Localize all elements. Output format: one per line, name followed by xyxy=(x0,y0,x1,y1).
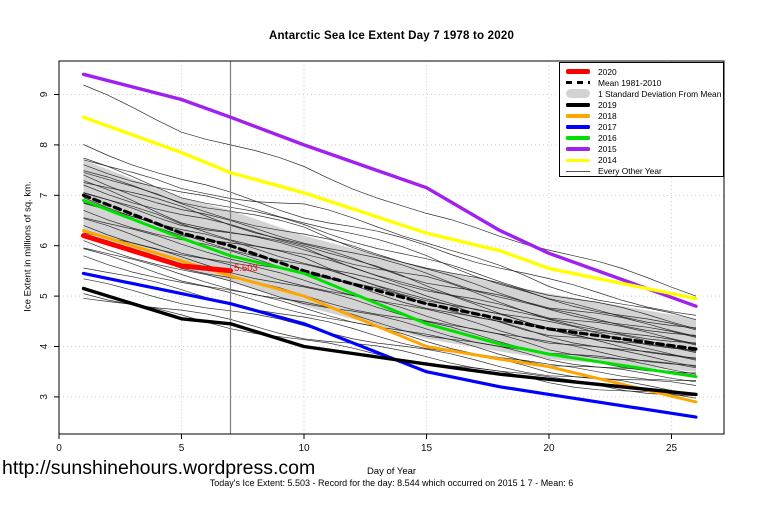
legend-item-label: 2014 xyxy=(598,155,617,166)
series-line-2019 xyxy=(81,286,698,397)
every-other-year-line xyxy=(83,144,697,316)
series-line-2014 xyxy=(81,115,698,301)
legend-item-label: Mean 1981-2010 xyxy=(598,77,662,88)
every-other-year-line xyxy=(83,233,697,375)
legend-item: 2020 xyxy=(566,66,723,77)
legend-item-label: 2018 xyxy=(598,110,617,121)
legend-swatch-1-standard-deviation-from-mean xyxy=(566,89,590,99)
every-other-year-line xyxy=(83,164,697,329)
y-tick-label: 9 xyxy=(39,91,50,97)
legend-item-label: 2017 xyxy=(598,122,617,133)
every-other-year-line xyxy=(83,159,697,321)
every-other-year-line xyxy=(83,174,697,336)
every-other-year-line xyxy=(83,182,697,338)
every-other-year-line xyxy=(83,84,697,297)
source-url-text: http://sunshinehours.wordpress.com xyxy=(2,457,316,479)
legend-item: 2018 xyxy=(566,110,723,121)
every-other-year-line xyxy=(83,192,697,352)
legend-item: Every Other Year xyxy=(566,166,723,177)
y-tick-label: 5 xyxy=(39,293,50,299)
legend-swatch-2017 xyxy=(566,125,590,129)
series-line-2018 xyxy=(82,229,698,404)
legend-swatch-2016 xyxy=(566,136,590,140)
legend-item: Mean 1981-2010 xyxy=(566,77,723,88)
x-tick-label: 5 xyxy=(179,443,185,454)
legend-item: 1 Standard Deviation From Mean xyxy=(566,88,723,99)
every-other-year-line xyxy=(83,170,697,337)
legend-item: 2014 xyxy=(566,155,723,166)
y-tick-label: 7 xyxy=(39,192,50,198)
every-other-year-line xyxy=(83,184,697,344)
legend-item-label: 2020 xyxy=(598,66,617,77)
legend-swatch-2018 xyxy=(566,114,590,118)
series-line-2020 xyxy=(81,233,233,274)
legend-swatch-2019 xyxy=(566,103,590,107)
every-other-year-line xyxy=(83,172,697,331)
legend-item-label: 2019 xyxy=(598,99,617,110)
legend-item: 2017 xyxy=(566,121,723,132)
plot-frame xyxy=(58,60,725,435)
x-tick-label: 10 xyxy=(298,443,310,454)
legend-swatch-2015 xyxy=(566,147,590,151)
legend-item-label: 2015 xyxy=(598,144,617,155)
every-other-year-line xyxy=(83,218,697,368)
every-other-year-line xyxy=(83,157,697,330)
std-dev-band xyxy=(83,160,696,372)
every-other-year-line xyxy=(83,192,697,346)
legend-swatch-2014 xyxy=(566,158,590,163)
series-line-2016 xyxy=(82,198,698,379)
every-other-year-line xyxy=(83,225,697,366)
every-other-year-line xyxy=(83,232,697,369)
y-tick-label: 3 xyxy=(39,394,50,400)
every-other-year-line xyxy=(83,248,697,383)
x-tick-label: 20 xyxy=(543,443,555,454)
legend-item: 2015 xyxy=(566,144,723,155)
series-line-2017 xyxy=(81,271,698,419)
legend-item: 2016 xyxy=(566,133,723,144)
x-tick-label: 15 xyxy=(421,443,433,454)
x-tick-label: 25 xyxy=(666,443,678,454)
every-other-year-line xyxy=(83,202,697,360)
today-value-annotation: 5.503 xyxy=(234,263,258,274)
legend-item-label: Every Other Year xyxy=(598,166,662,177)
y-tick-label: 4 xyxy=(39,343,50,349)
legend-swatch-2020 xyxy=(566,69,590,74)
y-tick-label: 6 xyxy=(39,242,50,248)
legend-item-label: 2016 xyxy=(598,133,617,144)
y-tick-label: 8 xyxy=(39,142,50,148)
every-other-year-line xyxy=(83,197,697,351)
legend-box: 2020 Mean 1981-2010 1 Standard Deviation F… xyxy=(559,62,724,177)
legend-swatch-every-other-year xyxy=(566,170,590,172)
chart-title: Antarctic Sea Ice Extent Day 7 1978 to 2… xyxy=(268,30,515,42)
series-line-mean-1981-2010 xyxy=(81,193,698,351)
x-axis-label: Day of Year xyxy=(366,466,417,477)
x-tick-label: 0 xyxy=(56,443,62,454)
series-line-2015 xyxy=(81,72,698,308)
legend-item: 2019 xyxy=(566,99,723,110)
legend-swatch-mean-1981-2010 xyxy=(566,80,590,85)
legend-item-label: 1 Standard Deviation From Mean xyxy=(598,88,722,99)
stats-caption: Today's Ice Extent: 5.503 - Record for t… xyxy=(209,478,574,488)
